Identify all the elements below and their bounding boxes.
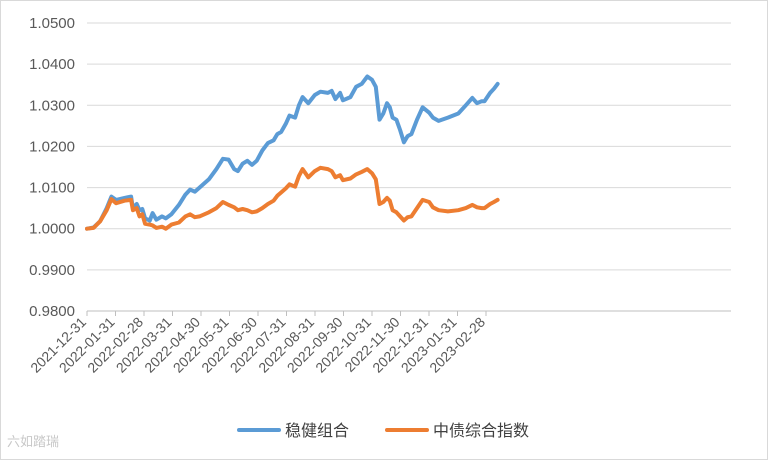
y-tick-label: 1.0100	[29, 180, 75, 197]
y-tick-label: 1.0400	[29, 56, 75, 73]
series-line-bond-index	[85, 165, 500, 231]
watermark: 六如踏瑞	[7, 435, 60, 450]
y-tick-label: 1.0000	[29, 221, 75, 238]
y-tick-label: 1.0500	[29, 15, 75, 32]
y-tick-label: 1.0200	[29, 138, 75, 155]
legend-label: 稳健组合	[285, 422, 349, 440]
y-tick-label: 1.0300	[29, 97, 75, 114]
series-lines	[85, 74, 500, 231]
y-tick-label: 0.9800	[29, 303, 75, 320]
y-tick-label: 0.9900	[29, 262, 75, 279]
y-axis: 0.9800 0.9900 1.0000 1.0100 1.0200 1.0300 1.04…	[29, 15, 75, 320]
series-line-portfolio	[85, 74, 500, 231]
gridlines	[87, 22, 731, 312]
x-axis: 2021-12-312022-01-312022-02-282022-03-31…	[27, 311, 488, 376]
legend-label: 中债综合指数	[433, 422, 529, 440]
legend: 稳健组合 中债综合指数	[237, 422, 529, 440]
